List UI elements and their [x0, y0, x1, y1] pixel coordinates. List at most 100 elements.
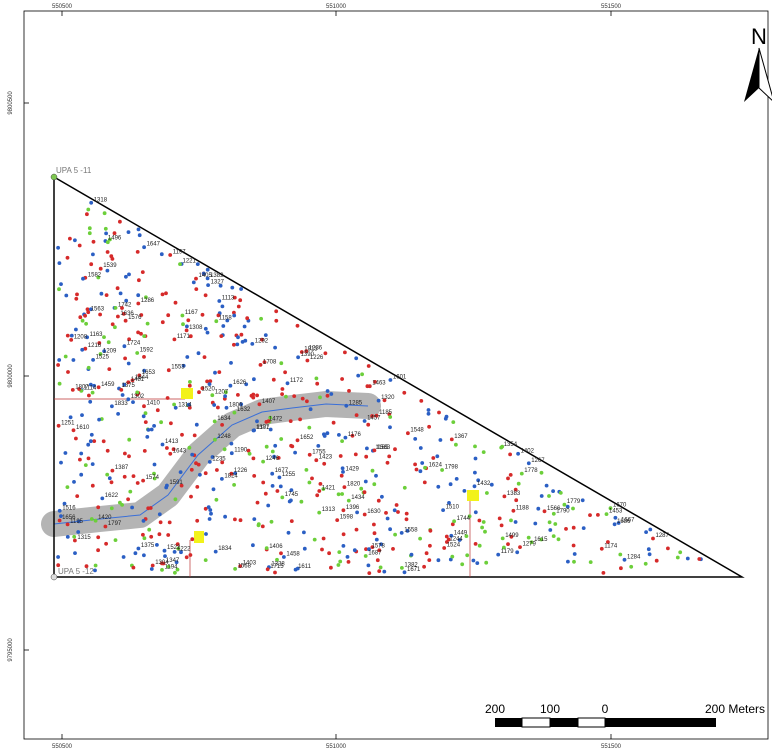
bottom-tick-label: 550500	[52, 744, 73, 750]
tree-id-label: 1226	[234, 468, 248, 474]
tree-point	[382, 569, 387, 574]
tree-point	[195, 518, 200, 523]
tree-id-label: 1375	[141, 543, 155, 549]
tree-point	[556, 537, 561, 542]
tree-point	[245, 316, 250, 321]
tree-point	[419, 399, 424, 403]
tree-point	[57, 518, 62, 523]
tree-point	[428, 528, 433, 533]
tree-point	[136, 301, 141, 306]
tree-point	[155, 543, 159, 547]
tree-point	[329, 565, 333, 570]
tree-point	[122, 474, 127, 479]
tree-point	[90, 483, 95, 488]
tree-point	[547, 520, 552, 525]
tree-point	[120, 306, 124, 310]
tree-point	[88, 382, 93, 387]
tree-id-label: 1279	[523, 542, 537, 548]
tree-id-label: 1432	[477, 481, 491, 487]
tree-point	[444, 414, 449, 419]
tree-point	[331, 420, 336, 425]
tree-point	[263, 491, 268, 496]
tree-point	[343, 350, 347, 355]
tree-point	[363, 554, 368, 558]
tree-point	[74, 296, 79, 301]
tree-point	[260, 337, 264, 342]
tree-point	[127, 454, 131, 459]
tree-id-label: 1592	[140, 348, 154, 354]
tree-point	[92, 383, 96, 388]
tree-id-label: 1382	[210, 273, 224, 279]
tree-point	[88, 399, 93, 404]
tree-id-label: 1481	[131, 377, 145, 383]
tree-point	[335, 518, 340, 522]
tree-point	[340, 492, 344, 496]
tree-point	[74, 327, 78, 332]
tree-point	[666, 546, 670, 551]
tree-point	[142, 355, 146, 359]
tree-point	[232, 295, 237, 300]
tree-point	[220, 423, 225, 427]
tree-point	[143, 411, 148, 416]
tree-point	[406, 431, 410, 436]
tree-point	[377, 569, 382, 573]
tree-point	[388, 378, 393, 382]
tree-point	[152, 476, 157, 481]
tree-point	[223, 394, 228, 399]
tree-id-label: 1207	[215, 390, 229, 396]
tree-point	[218, 283, 223, 288]
tree-point	[289, 519, 294, 523]
tree-id-label: 1387	[115, 465, 129, 471]
tree-id-label: 1403	[243, 561, 257, 567]
tree-id-label: 1267	[531, 458, 545, 464]
tree-id-label: 1745	[285, 492, 299, 498]
tree-point	[175, 542, 180, 546]
tree-id-label: 1797	[108, 521, 122, 527]
tree-point	[366, 563, 371, 568]
tree-point	[346, 498, 351, 503]
tree-point	[675, 555, 680, 560]
tree-id-label: 1251	[61, 420, 75, 426]
tree-id-label: 1375	[122, 383, 136, 389]
tree-id-label: 1686	[617, 519, 631, 525]
tree-point	[217, 370, 222, 374]
tree-point	[502, 494, 507, 499]
tree-id-label: 1287	[656, 533, 670, 539]
tree-point	[127, 437, 132, 442]
tree-point	[196, 351, 201, 356]
tree-point	[300, 396, 305, 401]
tree-point	[144, 295, 148, 300]
tree-point	[372, 522, 376, 527]
tree-point	[73, 238, 77, 243]
tree-point	[223, 514, 228, 519]
tree-point	[367, 547, 371, 552]
tree-id-label: 1574	[146, 475, 160, 481]
tree-point	[169, 421, 173, 426]
tree-point	[85, 212, 89, 217]
tree-point	[251, 392, 256, 397]
tree-point	[562, 502, 567, 507]
tree-point	[186, 402, 191, 407]
tree-point	[252, 474, 257, 478]
tree-point	[167, 520, 172, 525]
tree-point	[337, 433, 341, 437]
tree-point	[162, 548, 167, 553]
tree-point	[380, 494, 384, 499]
tree-point	[340, 466, 345, 471]
tree-point	[166, 313, 171, 318]
tree-point	[59, 514, 63, 518]
tree-point	[364, 454, 369, 459]
scale-bar	[495, 717, 716, 728]
tree-id-label: 1327	[211, 280, 225, 286]
tree-id-label: 1248	[217, 434, 231, 440]
tree-point	[91, 239, 96, 244]
tree-point	[180, 432, 184, 437]
plot-label: UPA 5 -12	[58, 567, 94, 576]
tree-point	[145, 321, 150, 326]
tree-point	[86, 365, 91, 370]
tree-point	[388, 415, 393, 419]
tree-id-label: 1755	[312, 449, 326, 455]
tree-point	[68, 415, 73, 420]
tree-point	[572, 559, 576, 564]
reference-marker	[467, 490, 479, 501]
